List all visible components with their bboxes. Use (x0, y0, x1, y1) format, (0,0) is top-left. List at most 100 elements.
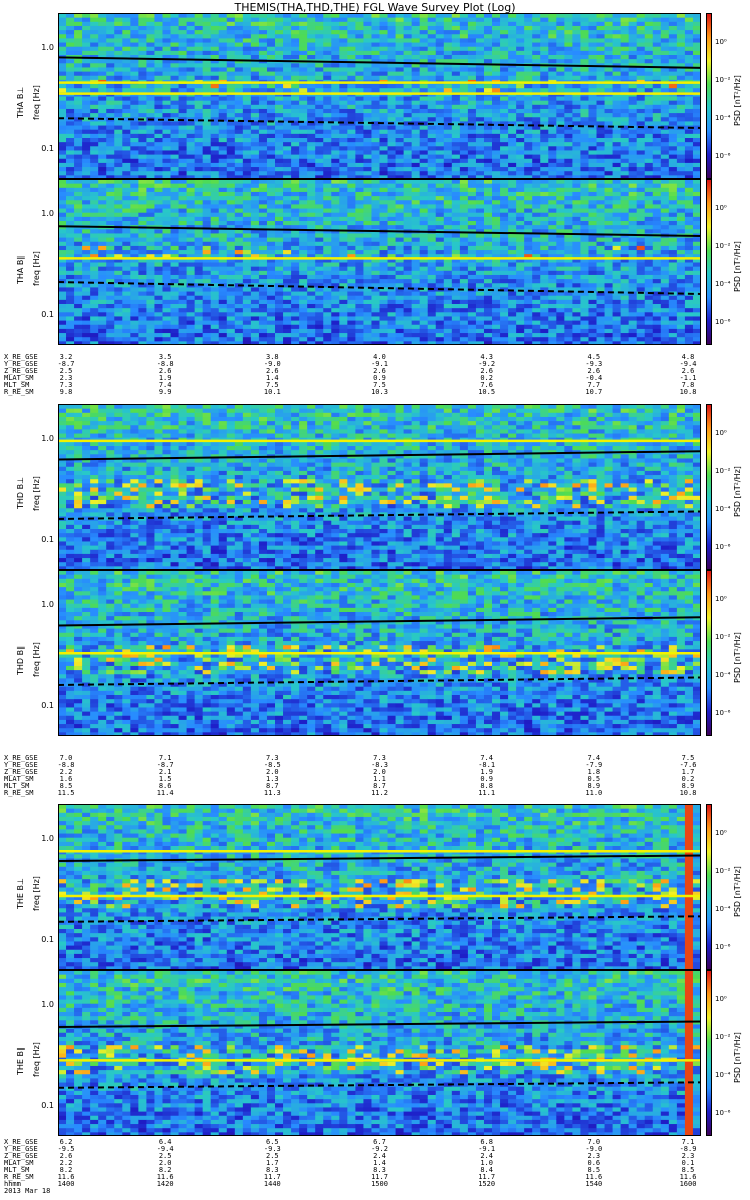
colorbar-label: PSD [nT²/Hz] (733, 632, 742, 683)
ephemeris-value: -9.3 (263, 1145, 281, 1153)
ephemeris-value: 7.4 (158, 381, 172, 389)
ephemeris-value: 7.6 (480, 381, 493, 389)
colorbar-label: PSD [nT²/Hz] (733, 1032, 742, 1083)
spectrogram-cells (58, 804, 701, 970)
ephemeris-value: 1.0 (480, 1159, 493, 1167)
ephemeris-value: 8.8 (480, 782, 493, 790)
ephemeris-value: 8.7 (373, 782, 386, 790)
colorbar-tick: 10⁻² (715, 242, 731, 250)
ephemeris-value: 1.9 (158, 374, 172, 382)
colorbar-tick: 10⁻⁶ (715, 152, 731, 160)
ephemeris-value: 1.3 (266, 775, 279, 783)
colorbar (706, 404, 712, 570)
spectrogram-cells (58, 179, 701, 345)
ephemeris-label: MLAT_SM (4, 374, 34, 382)
ephemeris-value: -8.1 (478, 761, 496, 769)
ephemeris-value: 0.6 (587, 1159, 601, 1167)
ephemeris-value: 2.0 (158, 1159, 172, 1167)
ephemeris-value: 1.1 (373, 775, 386, 783)
ephemeris-value: 0.9 (373, 374, 386, 382)
ephemeris-value: 11.3 (263, 789, 281, 797)
spectrogram-svg (58, 404, 701, 570)
colorbar (706, 970, 712, 1136)
colorbar-tick: 10⁻² (715, 467, 731, 475)
panel-ylabel: THE B∥ (16, 1047, 25, 1075)
ephemeris-value: 2.1 (158, 768, 172, 776)
gyrofrequency-line (58, 1020, 701, 1028)
spectrogram-panel-thd-perp (58, 404, 701, 570)
ephemeris-value: 1.4 (373, 1159, 386, 1167)
spectrogram-cells (58, 970, 701, 1136)
panel-yunit: freq [Hz] (32, 876, 41, 911)
ephemeris-label: Z_RE_GSE (4, 768, 38, 776)
y-tick-label: 0.1 (41, 143, 54, 153)
ephemeris-value: 0.2 (681, 775, 695, 783)
ephemeris-value: -9.5 (57, 1145, 75, 1153)
ephemeris-value: 9.9 (158, 388, 172, 396)
y-tick-label: 0.1 (41, 534, 54, 544)
panel-yunit: freq [Hz] (32, 1042, 41, 1077)
ephemeris-value: -8.5 (263, 761, 281, 769)
ephemeris-label: Y_RE_GSE (4, 360, 38, 368)
ephemeris-label: MLT_SM (4, 1166, 30, 1174)
ephemeris-value: 8.5 (59, 782, 73, 790)
y-tick-label: 1.0 (41, 208, 54, 218)
ephemeris-value: 8.5 (681, 1166, 695, 1174)
ephemeris-value: 1520 (478, 1180, 496, 1188)
ephemeris-value: -0.4 (585, 374, 603, 382)
ephemeris-label: R_RE_SM (4, 789, 34, 797)
ephemeris-label: Y_RE_GSE (4, 1145, 38, 1153)
ephemeris-value: 3.5 (158, 353, 172, 361)
ephemeris-value: -9.0 (585, 1145, 603, 1153)
colorbar-label: PSD [nT²/Hz] (733, 241, 742, 292)
y-tick-label: 1.0 (41, 833, 54, 843)
colorbar-tick: 10⁻² (715, 76, 731, 84)
ephemeris-value: 2.6 (373, 367, 386, 375)
colorbar (706, 13, 712, 179)
ephemeris-label: hhmm (4, 1180, 21, 1188)
ephemeris-value: 2.3 (681, 1152, 695, 1160)
ephemeris-value: -9.4 (156, 1145, 174, 1153)
ephemeris-value: 2.6 (158, 367, 172, 375)
ephemeris-value: 7.5 (266, 381, 279, 389)
helium-gyrofrequency-line (58, 676, 701, 686)
ephemeris-value: 3.2 (59, 353, 73, 361)
ephemeris-value: 2.5 (266, 1152, 279, 1160)
ephemeris-value: 4.8 (681, 353, 695, 361)
ephemeris-value: 1420 (156, 1180, 174, 1188)
ephemeris-value: -9.4 (679, 360, 697, 368)
ephemeris-value: 1.4 (266, 374, 279, 382)
ephemeris-value: 0.1 (681, 1159, 695, 1167)
y-tick-label: 0.1 (41, 309, 54, 319)
ephemeris-value: 6.5 (266, 1138, 279, 1146)
ephemeris-value: 8.6 (158, 782, 172, 790)
ephemeris-value: 8.7 (266, 782, 279, 790)
helium-gyrofrequency-line (58, 1081, 701, 1089)
helium-gyrofrequency-line (58, 281, 701, 295)
colorbar-tick: 10⁻⁴ (715, 671, 731, 679)
ephemeris-value: 8.2 (59, 1166, 73, 1174)
ephemeris-label: MLT_SM (4, 782, 30, 790)
y-tick-label: 0.1 (41, 934, 54, 944)
ephemeris-value: 1440 (263, 1180, 281, 1188)
panel-ylabel: THA B∥ (16, 255, 25, 284)
ephemeris-value: 11.6 (679, 1173, 697, 1181)
colorbar-label: PSD [nT²/Hz] (733, 75, 742, 126)
ephemeris-value: 7.4 (480, 754, 493, 762)
ephemeris-value: 11.6 (156, 1173, 174, 1181)
colorbar-tick: 10⁻⁶ (715, 709, 731, 717)
ephemeris-value: 6.2 (59, 1138, 73, 1146)
ephemeris-value: -1.1 (679, 374, 697, 382)
ephemeris-label: Z_RE_GSE (4, 367, 38, 375)
ephemeris-value: 10.7 (585, 388, 603, 396)
panel-ylabel: THA B⊥ (16, 86, 25, 118)
spectrogram-svg (58, 13, 701, 179)
ephemeris-value: 10.5 (478, 388, 496, 396)
ephemeris-value: 0.5 (587, 775, 601, 783)
ephemeris-value: 7.0 (59, 754, 73, 762)
ephemeris-value: 11.2 (371, 789, 388, 797)
spectrogram-svg (58, 970, 701, 1136)
ephemeris-value: 10.8 (679, 388, 697, 396)
ephemeris-value: 7.3 (266, 754, 279, 762)
ephemeris-value: 2.6 (587, 367, 601, 375)
